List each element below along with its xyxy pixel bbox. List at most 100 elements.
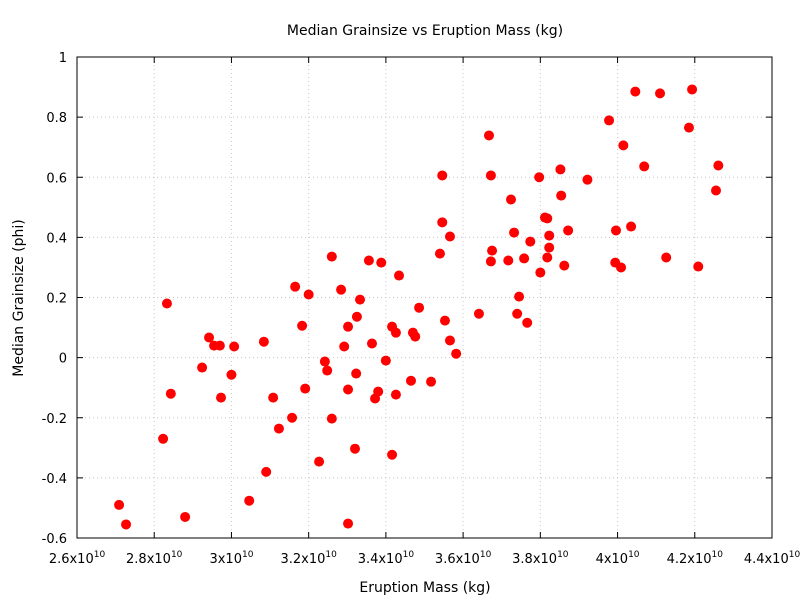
y-tick-label: -0.6 [42,532,67,547]
chart-title: Median Grainsize vs Eruption Mass (kg) [287,23,563,39]
data-point [519,253,530,264]
y-tick-label: 0.6 [46,171,67,186]
data-point [229,341,240,352]
x-tick-label: 3.8x1010 [512,550,569,567]
data-point [343,321,354,332]
data-point [542,252,553,263]
data-point [626,221,637,232]
data-point [303,289,314,300]
x-tick-label: 2.8x1010 [126,550,183,567]
data-point [487,245,498,256]
data-point [339,341,350,352]
data-point [563,225,574,236]
data-point [114,499,125,510]
data-point [300,383,311,394]
data-point [366,338,377,349]
data-point [522,317,533,328]
data-point [268,392,279,403]
data-point [326,251,337,262]
axis-ticks: 2.6x1010 2.8x1010 3x1010 3.2x1010 3.4x1010 3.… [42,51,800,567]
data-point [544,242,555,253]
data-point [314,456,325,467]
data-point [343,518,354,529]
data-point [405,375,416,386]
data-point [351,368,362,379]
data-point [434,248,445,259]
data-point [582,174,593,185]
data-point [244,495,255,506]
data-point [713,160,724,171]
data-point [273,423,284,434]
data-point [373,386,384,397]
data-point [161,298,172,309]
x-tick-label: 4.4x1010 [744,550,800,567]
data-point [509,227,520,238]
data-point [297,320,308,331]
data-point [525,236,536,247]
data-point [483,130,494,141]
data-point [326,413,337,424]
y-tick-label: -0.4 [42,472,67,487]
data-point [387,449,398,460]
data-point [555,164,566,175]
data-point [197,362,208,373]
x-tick-label: 3.6x1010 [435,550,492,567]
data-point [290,281,301,292]
data-point [180,511,191,522]
data-point [630,86,641,97]
data-point [390,327,401,338]
data-point [380,355,391,366]
y-axis-label: Median Grainsize (phi) [11,219,27,377]
data-point [485,256,496,267]
data-point [319,356,330,367]
data-point [437,170,448,181]
y-tick-label: 0.4 [46,231,67,246]
data-point [505,194,516,205]
data-point [485,170,496,181]
data-point [322,365,333,376]
data-point [410,331,421,342]
data-point [350,443,360,454]
data-point [611,225,622,236]
y-tick-label: 0 [59,352,67,367]
data-point [226,369,237,380]
data-point [216,392,227,403]
data-point [473,308,484,319]
data-point [693,261,704,272]
x-tick-label: 3.4x1010 [358,550,415,567]
data-point [363,255,374,266]
data-point [604,115,615,126]
data-point [514,291,525,302]
data-point [258,336,269,347]
data-point [121,519,132,530]
data-point [444,231,455,242]
data-point [204,332,215,343]
data-point [444,335,455,346]
data-point [390,389,401,400]
data-point [687,84,698,95]
data-point [542,213,553,224]
data-point [261,466,272,477]
grid [77,57,772,538]
data-point [655,88,666,99]
data-point [437,217,448,228]
data-point [556,190,567,201]
data-point [394,270,405,281]
x-axis-label: Eruption Mass (kg) [359,580,490,596]
y-tick-label: 0.2 [46,292,67,307]
data-point [711,185,722,196]
data-point [414,302,425,313]
data-points [114,84,724,530]
data-point [214,340,225,351]
x-tick-label: 4x1010 [596,550,640,567]
data-point [616,262,627,273]
x-tick-label: 3x1010 [209,550,253,567]
y-tick-label: 1 [59,51,67,66]
data-point [376,257,387,268]
data-point [336,284,347,295]
data-point [158,433,169,444]
data-point [534,172,545,183]
data-point [683,122,694,133]
data-point [165,388,176,399]
